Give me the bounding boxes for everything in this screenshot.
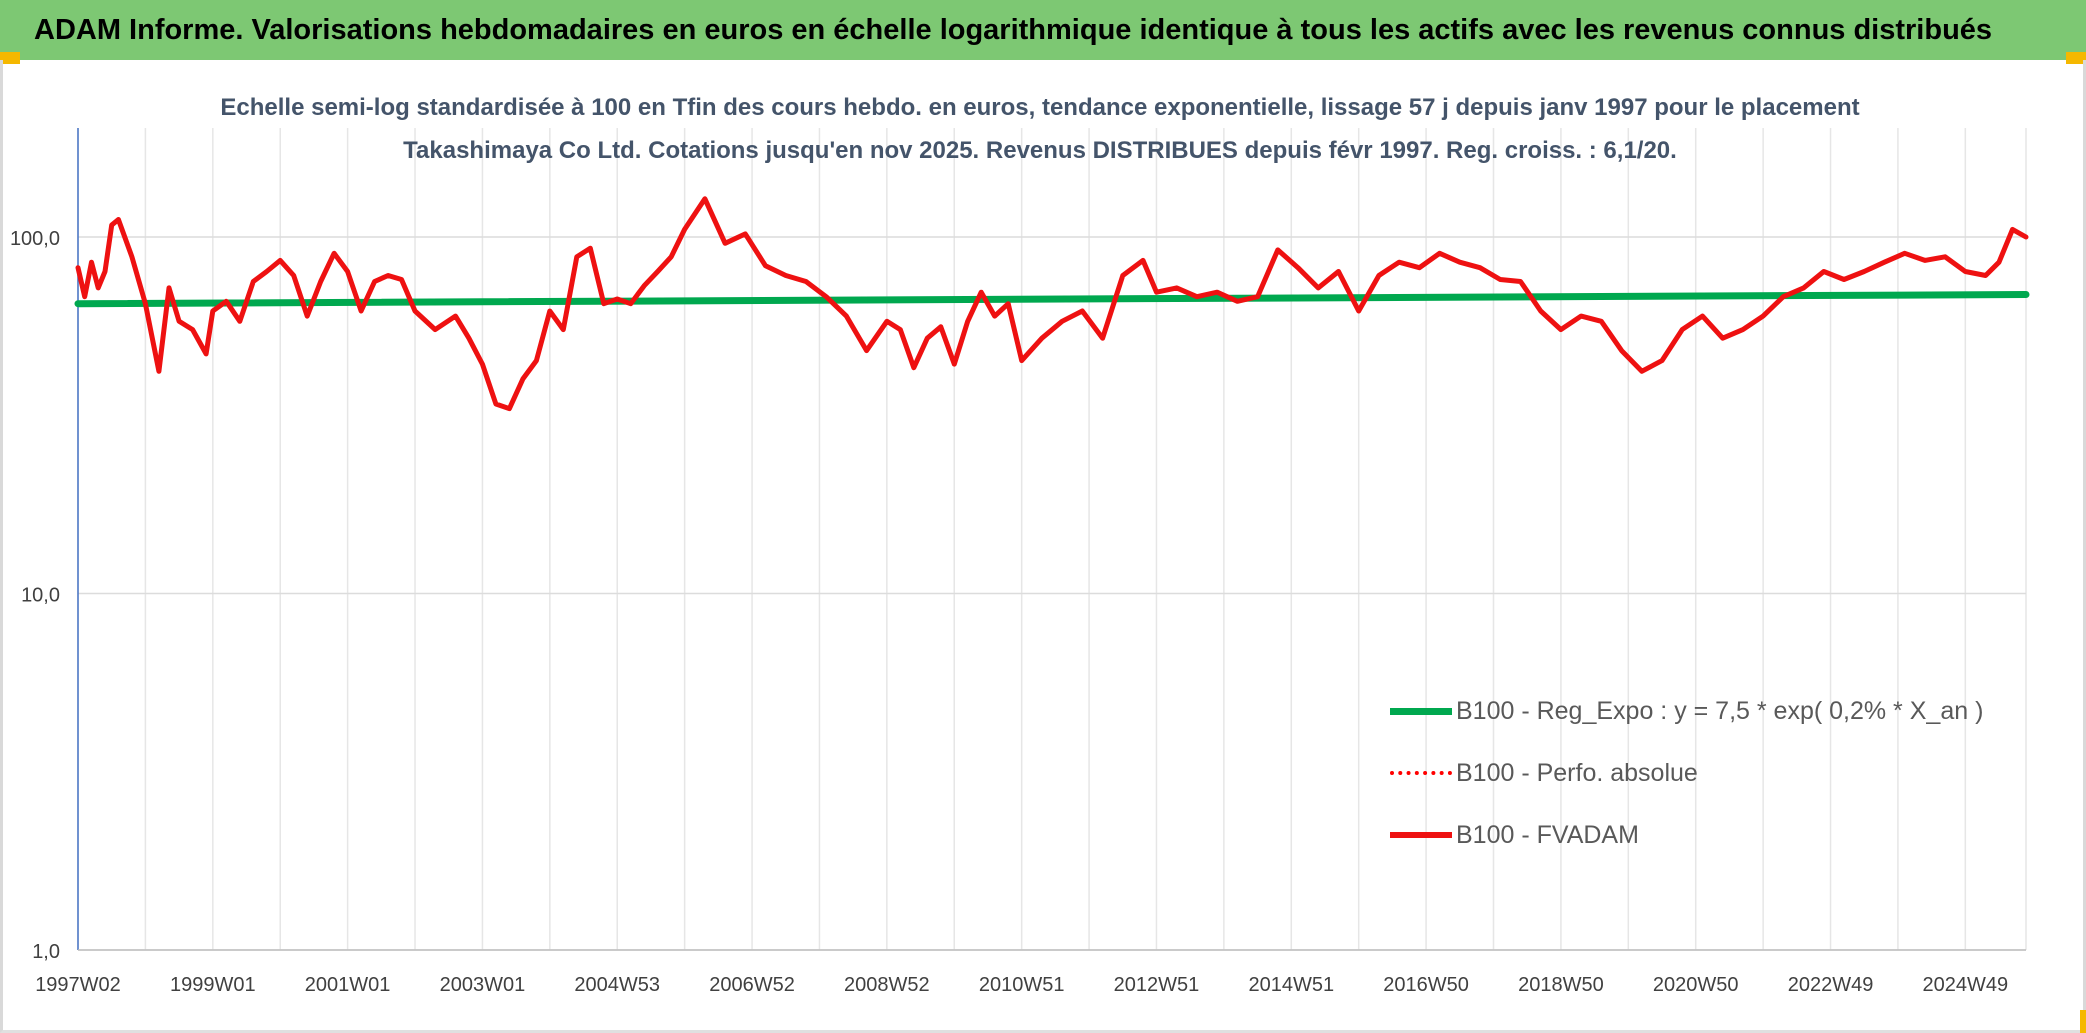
x-tick-label: 2006W52 — [709, 974, 795, 996]
corner-marker-left — [0, 52, 20, 64]
chart-tick-labels: 1,0 10,0 100,0 1997W02 1999W01 2001W01 2003W01… — [10, 228, 2008, 996]
y-tick-label: 1,0 — [32, 941, 60, 963]
series-line-2 — [75, 196, 2029, 412]
x-tick-label: 1999W01 — [170, 974, 256, 996]
x-tick-label: 2024W49 — [1923, 974, 2009, 996]
legend-swatch-fvadam — [1390, 832, 1452, 838]
legend-label-fvadam: B100 - FVADAM — [1456, 820, 1639, 849]
x-tick-label: 2022W49 — [1788, 974, 1874, 996]
chart-title: Echelle semi-log standardisée à 100 en T… — [220, 94, 1860, 164]
y-tick-label: 100,0 — [10, 228, 60, 250]
x-tick-label: 2012W51 — [1114, 974, 1200, 996]
legend-label-perfo: B100 - Perfo. absolue — [1456, 758, 1698, 787]
x-tick-label: 2018W50 — [1518, 974, 1604, 996]
frame-edge-marker-right — [2080, 1010, 2086, 1033]
legend-entry-perfo: B100 - Perfo. absolue — [1390, 742, 2010, 804]
x-tick-label: 2016W50 — [1383, 974, 1469, 996]
corner-marker-right — [2066, 52, 2086, 64]
x-tick-label: 2008W52 — [844, 974, 930, 996]
report-title: ADAM Informe. Valorisations hebdomadaire… — [0, 0, 2086, 60]
x-tick-label: 2001W01 — [305, 974, 391, 996]
y-tick-label: 10,0 — [21, 585, 60, 607]
x-tick-label: 2003W01 — [440, 974, 526, 996]
legend-swatch-trend — [1390, 707, 1452, 715]
chart-series — [74, 196, 2030, 412]
chart-axes — [77, 128, 2026, 951]
chart-legend: B100 - Reg_Expo : y = 7,5 * exp( 0,2% * … — [1390, 680, 2010, 866]
legend-swatch-perfo — [1390, 771, 1452, 775]
legend-entry-trend: B100 - Reg_Expo : y = 7,5 * exp( 0,2% * … — [1390, 680, 2010, 742]
chart-frame — [0, 60, 2086, 1033]
x-tick-label: 1997W02 — [35, 974, 121, 996]
x-tick-label: 2014W51 — [1248, 974, 1334, 996]
legend-label-trend: B100 - Reg_Expo : y = 7,5 * exp( 0,2% * … — [1456, 696, 1984, 725]
series-line-0 — [74, 291, 2030, 308]
x-tick-label: 2020W50 — [1653, 974, 1739, 996]
x-tick-label: 2010W51 — [979, 974, 1065, 996]
legend-entry-fvadam: B100 - FVADAM — [1390, 804, 2010, 866]
x-tick-label: 2004W53 — [574, 974, 660, 996]
